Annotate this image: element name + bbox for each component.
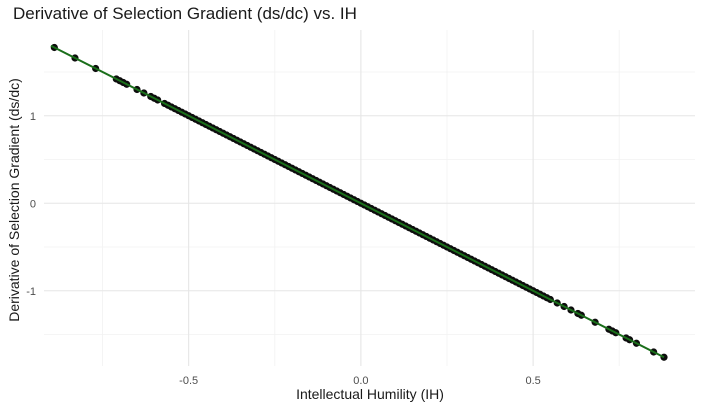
grid-major — [44, 30, 695, 366]
fit-line — [50, 44, 665, 359]
x-tick-label: -0.5 — [179, 375, 198, 387]
grid-minor — [44, 30, 695, 366]
fit-line-layer — [50, 44, 665, 359]
y-tick-label: 0 — [30, 198, 36, 210]
x-axis-label: Intellectual Humility (IH) — [296, 386, 444, 402]
y-axis-ticks: -1 0 1 — [26, 111, 36, 298]
chart-title: Derivative of Selection Gradient (ds/dc)… — [13, 4, 357, 23]
y-axis-label: Derivative of Selection Gradient (ds/dc) — [6, 78, 22, 322]
y-tick-label: -1 — [26, 286, 36, 298]
y-tick-label: 1 — [30, 111, 36, 123]
x-tick-label: 0.0 — [353, 375, 368, 387]
x-tick-label: 0.5 — [525, 375, 540, 387]
x-axis-ticks: -0.5 0.0 0.5 — [179, 375, 541, 387]
